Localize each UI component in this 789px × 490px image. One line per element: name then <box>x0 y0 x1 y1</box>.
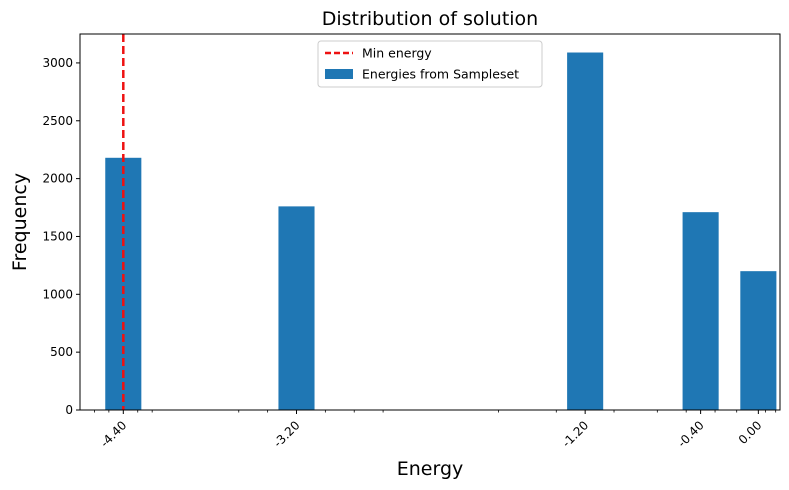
y-tick-label-6: 3000 <box>42 56 73 70</box>
plot-frame <box>79 33 781 411</box>
x-axis-label: Energy <box>397 458 464 480</box>
chart-title: Distribution of solution <box>322 8 538 30</box>
bar-1 <box>278 206 315 410</box>
y-tick-label-0: 0 <box>65 403 73 417</box>
y-axis-label: Frequency <box>9 173 31 271</box>
y-tick-label-1: 500 <box>50 345 73 359</box>
legend-min-energy-label: Min energy <box>362 46 432 61</box>
legend-frame <box>317 40 543 88</box>
legend-sampleset-label: Energies from Sampleset <box>362 67 519 82</box>
y-tick-label-2: 1000 <box>42 287 73 301</box>
y-tick-label-3: 1500 <box>42 229 73 243</box>
bar-3 <box>682 212 719 410</box>
bar-2 <box>567 52 604 410</box>
legend-sampleset-swatch <box>325 69 353 79</box>
y-axis: 0 500 1000 1500 2000 2500 3000 <box>42 56 80 417</box>
bar-4 <box>740 271 777 410</box>
y-tick-label-4: 2000 <box>42 172 73 186</box>
bar-0 <box>105 157 142 410</box>
y-tick-label-5: 2500 <box>42 114 73 128</box>
bars-layer <box>105 52 777 410</box>
legend: Min energy Energies from Sampleset <box>317 40 543 88</box>
